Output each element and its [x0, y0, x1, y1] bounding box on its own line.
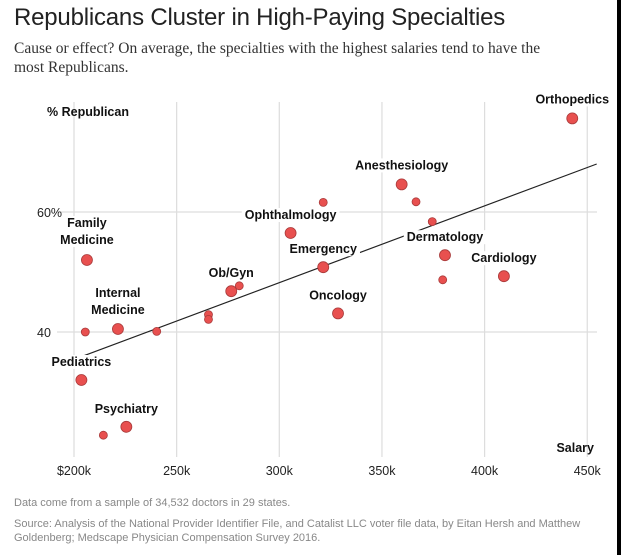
label-ob-gyn: Ob/Gyn — [209, 266, 254, 280]
trendline-group — [79, 163, 597, 358]
label-backgrounds — [48, 92, 613, 416]
data-point — [98, 430, 108, 440]
x-tick-label: 250k — [163, 464, 191, 478]
label-background — [403, 230, 487, 245]
label-line: Family — [67, 216, 107, 230]
label-line: Psychiatry — [95, 402, 158, 416]
label-line: Ob/Gyn — [209, 266, 254, 280]
label-line: Dermatology — [407, 230, 483, 244]
label-background — [241, 208, 340, 222]
data-point-oncology — [332, 307, 344, 320]
y-tick-label: 40 — [37, 326, 51, 340]
data-point-ophthalmology — [284, 227, 297, 239]
label-line: Pediatrics — [52, 355, 112, 369]
label-background — [468, 251, 540, 266]
label-emergency: Emergency — [290, 242, 357, 256]
label-background — [88, 286, 148, 317]
label-cardiology: Cardiology — [471, 251, 536, 265]
data-point-ob-gyn — [225, 285, 238, 298]
label-line: Internal — [95, 286, 140, 300]
x-tick-label: $200k — [57, 464, 92, 478]
label-background — [306, 288, 370, 303]
data-point — [80, 327, 90, 337]
label-dermatology: Dermatology — [407, 230, 483, 244]
chart-subtitle: Cause or effect? On average, the special… — [14, 40, 541, 76]
data-point — [318, 197, 328, 207]
y-tick-label: 60% — [37, 206, 62, 220]
data-point-cardiology — [497, 270, 510, 283]
label-internal-medicine: Internal Medicine — [91, 286, 145, 317]
source-note: Source: Analysis of the National Provide… — [14, 518, 581, 544]
data-point — [427, 217, 437, 227]
label-line: Ophthalmology — [245, 208, 337, 222]
window-edge — [617, 0, 621, 555]
label-orthopedics: Orthopedics — [535, 92, 609, 106]
x-tick-label: 450k — [574, 464, 602, 478]
data-point-emergency — [317, 261, 330, 274]
label-background — [532, 92, 613, 107]
data-point-family-medicine — [81, 254, 93, 266]
label-background — [286, 242, 360, 257]
label-background — [57, 216, 117, 247]
label-line: Cardiology — [471, 251, 536, 265]
data-point-psychiatry — [120, 420, 133, 433]
point-labels: Orthopedics Anesthesiology Ophthalmology Em… — [52, 92, 610, 415]
label-ophthalmology: Ophthalmology — [245, 208, 337, 222]
data-points — [75, 112, 579, 440]
x-tick-label: 400k — [471, 464, 499, 478]
data-point — [152, 326, 162, 336]
data-point-pediatrics — [75, 374, 88, 386]
data-point-internal-medicine — [112, 323, 124, 335]
data-point — [411, 197, 421, 207]
label-background — [48, 355, 115, 369]
data-point-anesthesiology — [395, 178, 408, 191]
label-oncology: Oncology — [309, 288, 367, 302]
data-note: Data come from a sample of 34,532 doctor… — [14, 497, 291, 509]
label-line: Medicine — [60, 233, 114, 247]
y-axis-label: % Republican — [47, 105, 129, 119]
data-point — [438, 275, 448, 285]
data-point — [204, 314, 213, 324]
label-family-medicine: Family Medicine — [60, 216, 114, 247]
data-point-orthopedics — [566, 112, 579, 125]
axis-ticks: $200k 250k 300k 350k 400k 450k 40 60% — [37, 206, 602, 478]
label-line: Orthopedics — [535, 92, 609, 106]
data-point — [234, 281, 244, 291]
label-pediatrics: Pediatrics — [52, 355, 112, 369]
x-tick-label: 300k — [266, 464, 294, 478]
label-line: Medicine — [91, 303, 145, 317]
label-background — [352, 158, 452, 173]
label-psychiatry: Psychiatry — [95, 402, 158, 416]
scatter-chart: Orthopedics Anesthesiology Ophthalmology Em… — [37, 92, 613, 478]
data-point-dermatology — [439, 249, 451, 262]
x-tick-label: 350k — [368, 464, 396, 478]
label-anesthesiology: Anesthesiology — [355, 158, 448, 172]
label-background — [91, 401, 162, 416]
label-line: Emergency — [290, 242, 357, 256]
chart-title: Republicans Cluster in High-Paying Speci… — [14, 4, 506, 31]
label-background — [205, 266, 257, 281]
label-line: Oncology — [309, 288, 367, 302]
trendline — [79, 163, 597, 358]
label-line: Anesthesiology — [355, 158, 448, 172]
x-axis-label: Salary — [556, 441, 594, 455]
